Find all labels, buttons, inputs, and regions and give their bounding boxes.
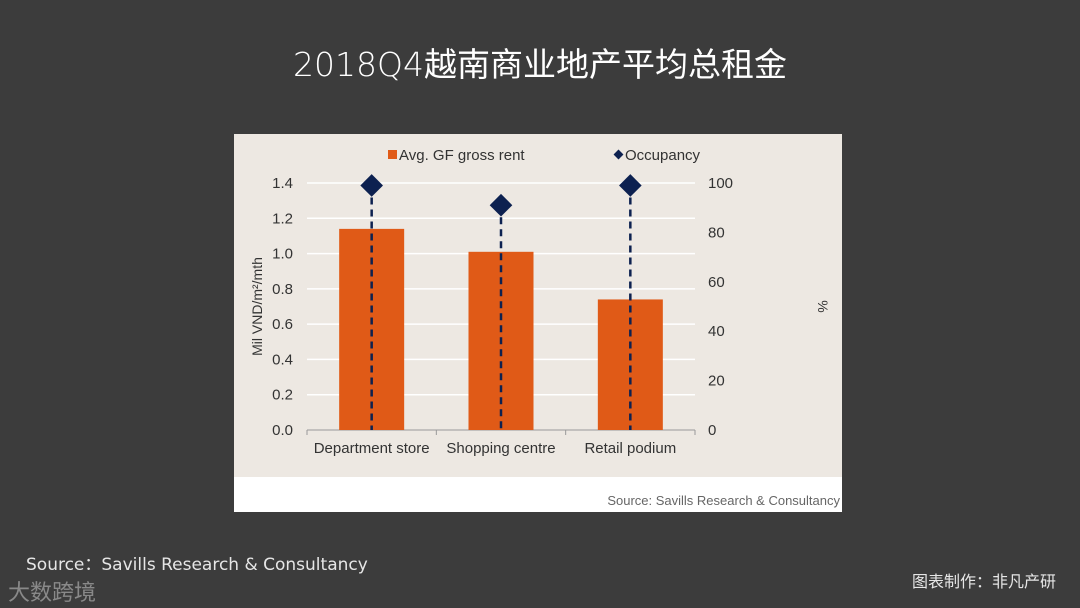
legend-swatch-rent: [388, 150, 397, 159]
source-note: Source：Savills Research & Consultancy: [26, 555, 368, 575]
plot-background: [234, 134, 842, 477]
y-tick-label: 1.0: [272, 246, 293, 263]
y-axis-label: Mil VND/m²/mth: [249, 257, 265, 356]
credit-note: 图表制作：非凡产研: [911, 572, 1056, 591]
y2-tick-label: 20: [708, 373, 725, 390]
y2-tick-label: 0: [708, 422, 716, 439]
bar-chart: 0.0 0.2 0.4 0.6 0.8 1.0 1.2 1.4 0 20 40 60 80 100 Depa…: [249, 147, 831, 457]
y-tick-label: 1.4: [272, 175, 293, 192]
occupancy-marker: [489, 193, 513, 217]
occupancy-marker: [360, 174, 383, 197]
y2-axis-label: %: [815, 300, 831, 312]
y-tick-label: 0.6: [272, 316, 293, 333]
watermark: 大数跨境: [8, 581, 97, 606]
x-tick-label: Department store: [314, 440, 430, 457]
y2-tick-label: 100: [708, 175, 733, 192]
y-tick-label: 1.2: [272, 210, 293, 227]
y2-tick-label: 80: [708, 224, 725, 241]
y-tick-label: 0.8: [272, 281, 293, 298]
legend-swatch-occupancy: [613, 149, 624, 160]
y-tick-label: 0.2: [272, 387, 293, 404]
y-tick-label: 0.4: [272, 351, 293, 368]
x-tick-label: Shopping centre: [446, 440, 555, 457]
legend-label-rent: Avg. GF gross rent: [399, 147, 525, 164]
x-tick-label: Retail podium: [584, 440, 676, 457]
chart-panel: 0.0 0.2 0.4 0.6 0.8 1.0 1.2 1.4 0 20 40 60 80 100 Depa…: [234, 134, 842, 512]
y-tick-label: 0.0: [272, 422, 293, 439]
occupancy-marker: [619, 174, 642, 197]
legend-label-occupancy: Occupancy: [625, 147, 701, 164]
y2-tick-label: 40: [708, 323, 725, 340]
page-title: 2018Q4越南商业地产平均总租金: [293, 45, 787, 84]
y2-tick-label: 60: [708, 274, 725, 291]
chart-source: Source: Savills Research & Consultancy: [607, 493, 840, 508]
